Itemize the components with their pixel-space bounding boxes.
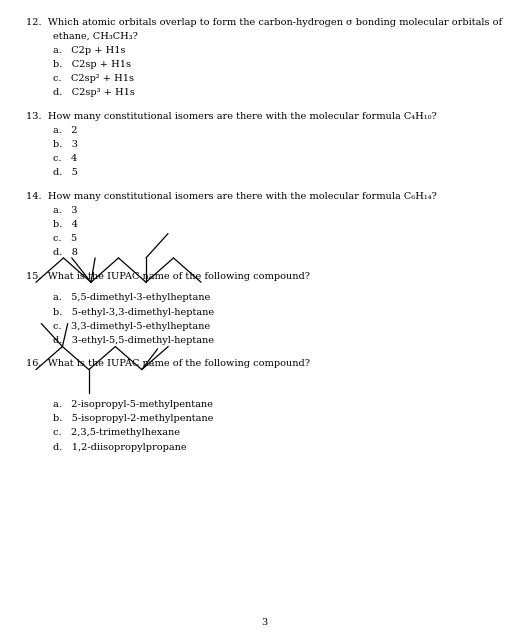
Text: b.   C2sp + H1s: b. C2sp + H1s [53,60,131,69]
Text: 3: 3 [261,618,268,627]
Text: 13.  How many constitutional isomers are there with the molecular formula C₄H₁₀?: 13. How many constitutional isomers are … [26,112,437,121]
Text: a.   2: a. 2 [53,126,77,135]
Text: c.   3,3-dimethyl-5-ethylheptane: c. 3,3-dimethyl-5-ethylheptane [53,322,210,331]
Text: a.   2-isopropyl-5-methylpentane: a. 2-isopropyl-5-methylpentane [53,401,213,410]
Text: 14.  How many constitutional isomers are there with the molecular formula C₆H₁₄?: 14. How many constitutional isomers are … [26,192,437,201]
Text: ethane, CH₃CH₃?: ethane, CH₃CH₃? [53,32,138,41]
Text: d.   3-ethyl-5,5-dimethyl-heptane: d. 3-ethyl-5,5-dimethyl-heptane [53,336,214,345]
Text: a.   3: a. 3 [53,206,77,215]
Text: d.   5: d. 5 [53,168,78,177]
Text: c.   4: c. 4 [53,154,77,163]
Text: b.   5-isopropyl-2-methylpentane: b. 5-isopropyl-2-methylpentane [53,415,213,424]
Text: 15.  What is the IUPAC name of the following compound?: 15. What is the IUPAC name of the follow… [26,272,311,281]
Text: 12.  Which atomic orbitals overlap to form the carbon-hydrogen σ bonding molecul: 12. Which atomic orbitals overlap to for… [26,18,503,27]
Text: a.   5,5-dimethyl-3-ethylheptane: a. 5,5-dimethyl-3-ethylheptane [53,294,210,303]
Text: d.   C2sp³ + H1s: d. C2sp³ + H1s [53,88,135,97]
Text: a.   C2p + H1s: a. C2p + H1s [53,46,125,55]
Text: b.   5-ethyl-3,3-dimethyl-heptane: b. 5-ethyl-3,3-dimethyl-heptane [53,308,214,317]
Text: c.   5: c. 5 [53,234,77,243]
Text: b.   4: b. 4 [53,220,78,229]
Text: 16.  What is the IUPAC name of the following compound?: 16. What is the IUPAC name of the follow… [26,360,311,369]
Text: c.   C2sp² + H1s: c. C2sp² + H1s [53,74,134,83]
Text: c.   2,3,5-trimethylhexane: c. 2,3,5-trimethylhexane [53,429,180,438]
Text: d.   1,2-diisopropylpropane: d. 1,2-diisopropylpropane [53,443,187,452]
Text: b.   3: b. 3 [53,140,78,149]
Text: d.   8: d. 8 [53,248,78,257]
